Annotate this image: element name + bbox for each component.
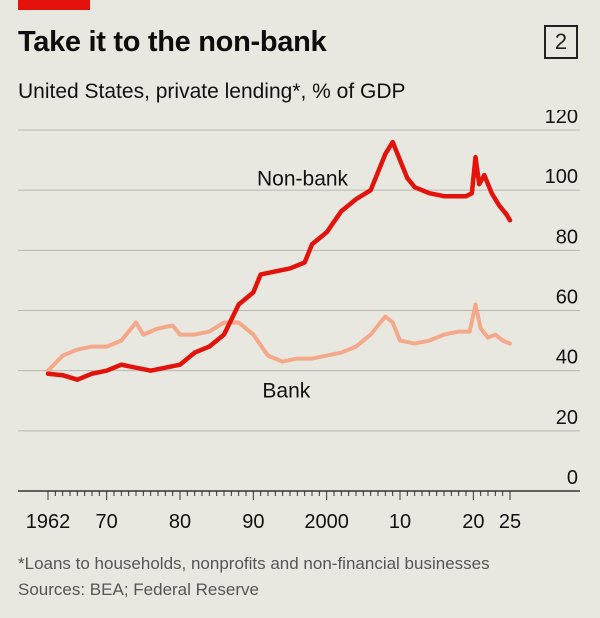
x-tick-label: 10 bbox=[389, 511, 411, 533]
x-tick-label: 2000 bbox=[304, 511, 349, 533]
x-tick-label: 1962 bbox=[26, 511, 71, 533]
line-chart: 0 20 40 60 80 100 120 1962 70 80 90 2000 10 20 25 Non-b… bbox=[18, 110, 580, 533]
y-tick-label: 40 bbox=[556, 347, 578, 369]
footnote: *Loans to households, nonprofits and non… bbox=[18, 554, 490, 573]
non-bank-series-label: Non-bank bbox=[257, 168, 349, 191]
chart-number-badge: 2 bbox=[544, 25, 578, 59]
bank-series-label: Bank bbox=[262, 380, 310, 403]
chart-subtitle: United States, private lending*, % of GD… bbox=[18, 80, 406, 103]
y-tick-label: 60 bbox=[556, 287, 578, 309]
x-tick-label: 20 bbox=[462, 511, 484, 533]
y-tick-label: 20 bbox=[556, 407, 578, 429]
y-tick-label: 100 bbox=[545, 166, 578, 188]
accent-bar bbox=[18, 0, 90, 10]
x-tick-label: 80 bbox=[169, 511, 191, 533]
x-tick-label: 70 bbox=[96, 511, 118, 533]
chart-title: Take it to the non-bank bbox=[18, 26, 327, 58]
non-bank-line bbox=[45, 139, 513, 382]
x-tick-label: 90 bbox=[242, 511, 264, 533]
y-tick-label: 0 bbox=[567, 467, 578, 489]
y-tick-label: 80 bbox=[556, 226, 578, 248]
y-tick-label: 120 bbox=[545, 110, 578, 128]
bank-line bbox=[46, 302, 512, 373]
source-note: Sources: BEA; Federal Reserve bbox=[18, 580, 259, 599]
x-tick-label: 25 bbox=[499, 511, 521, 533]
